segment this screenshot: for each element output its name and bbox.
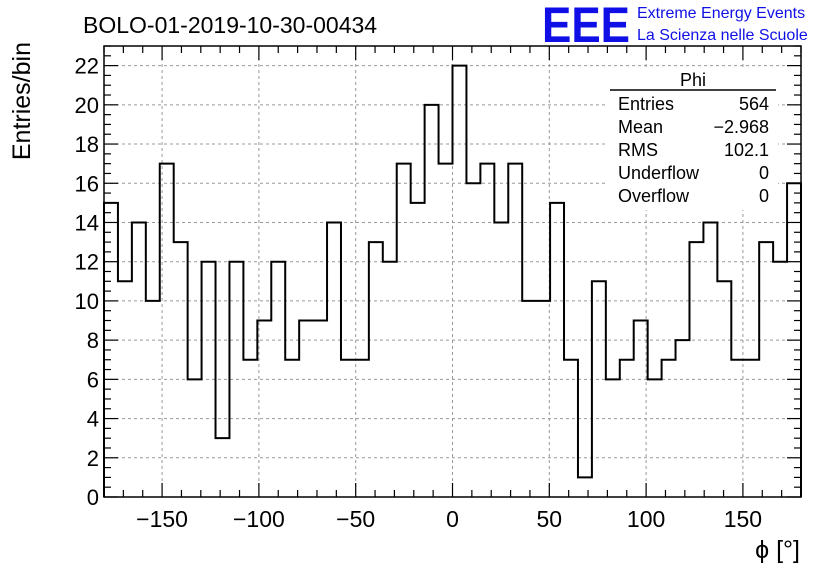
y-tick-label: 14 [75,210,99,235]
y-tick-label: 16 [75,171,99,196]
x-tick-label: 150 [724,506,762,532]
stats-row-label: Entries [618,94,674,114]
chart-title: BOLO-01-2019-10-30-00434 [83,12,377,38]
stats-row-value: 102.1 [724,140,769,160]
stats-box-bg [608,68,778,210]
logo-line2: La Scienza nelle Scuole [637,27,808,44]
histogram-line [103,64,802,497]
y-tick-label: 2 [87,446,99,471]
stats-row-label: RMS [618,140,658,160]
stats-row-value: 0 [759,163,769,183]
x-tick-label: 50 [537,506,563,532]
y-tick-label: 18 [75,132,99,157]
stats-row-value: 564 [739,94,769,114]
grid [104,46,801,497]
x-tick-label: −150 [136,506,188,532]
y-tick-label: 4 [87,407,99,432]
y-tick-label: 12 [75,250,99,275]
y-tick-label: 8 [87,328,99,353]
stats-box: Phi Entries 564 Mean −2.968 RMS 102.1 Underflo… [608,68,778,210]
stats-row-value: −2.968 [713,117,769,137]
x-axis-label: ϕ [°] [755,536,800,564]
y-tick-label: 6 [87,367,99,392]
logo-mark: EEE [542,0,630,53]
stats-row-label: Mean [618,117,663,137]
y-axis-label: Entries/bin [8,42,36,160]
x-tick-label: 0 [446,506,459,532]
y-tick-label: 0 [87,485,99,510]
x-tick-label: −100 [233,506,285,532]
x-axis: −150 −100 −50 0 50 100 150 [103,46,802,532]
stats-row-label: Underflow [618,163,700,183]
stats-row-label: Overflow [618,186,690,206]
y-tick-label: 20 [75,93,99,118]
x-tick-label: −50 [336,506,375,532]
logo-line1: Extreme Energy Events [637,5,805,22]
x-tick-label: 100 [627,506,665,532]
y-tick-label: 22 [75,54,99,79]
stats-box-name: Phi [680,70,706,90]
y-axis: 0 2 4 6 8 10 12 14 16 18 20 22 [75,45,801,510]
logo: EEE Extreme Energy Events La Scienza nel… [542,0,808,53]
y-tick-label: 10 [75,289,99,314]
stats-row-value: 0 [759,186,769,206]
